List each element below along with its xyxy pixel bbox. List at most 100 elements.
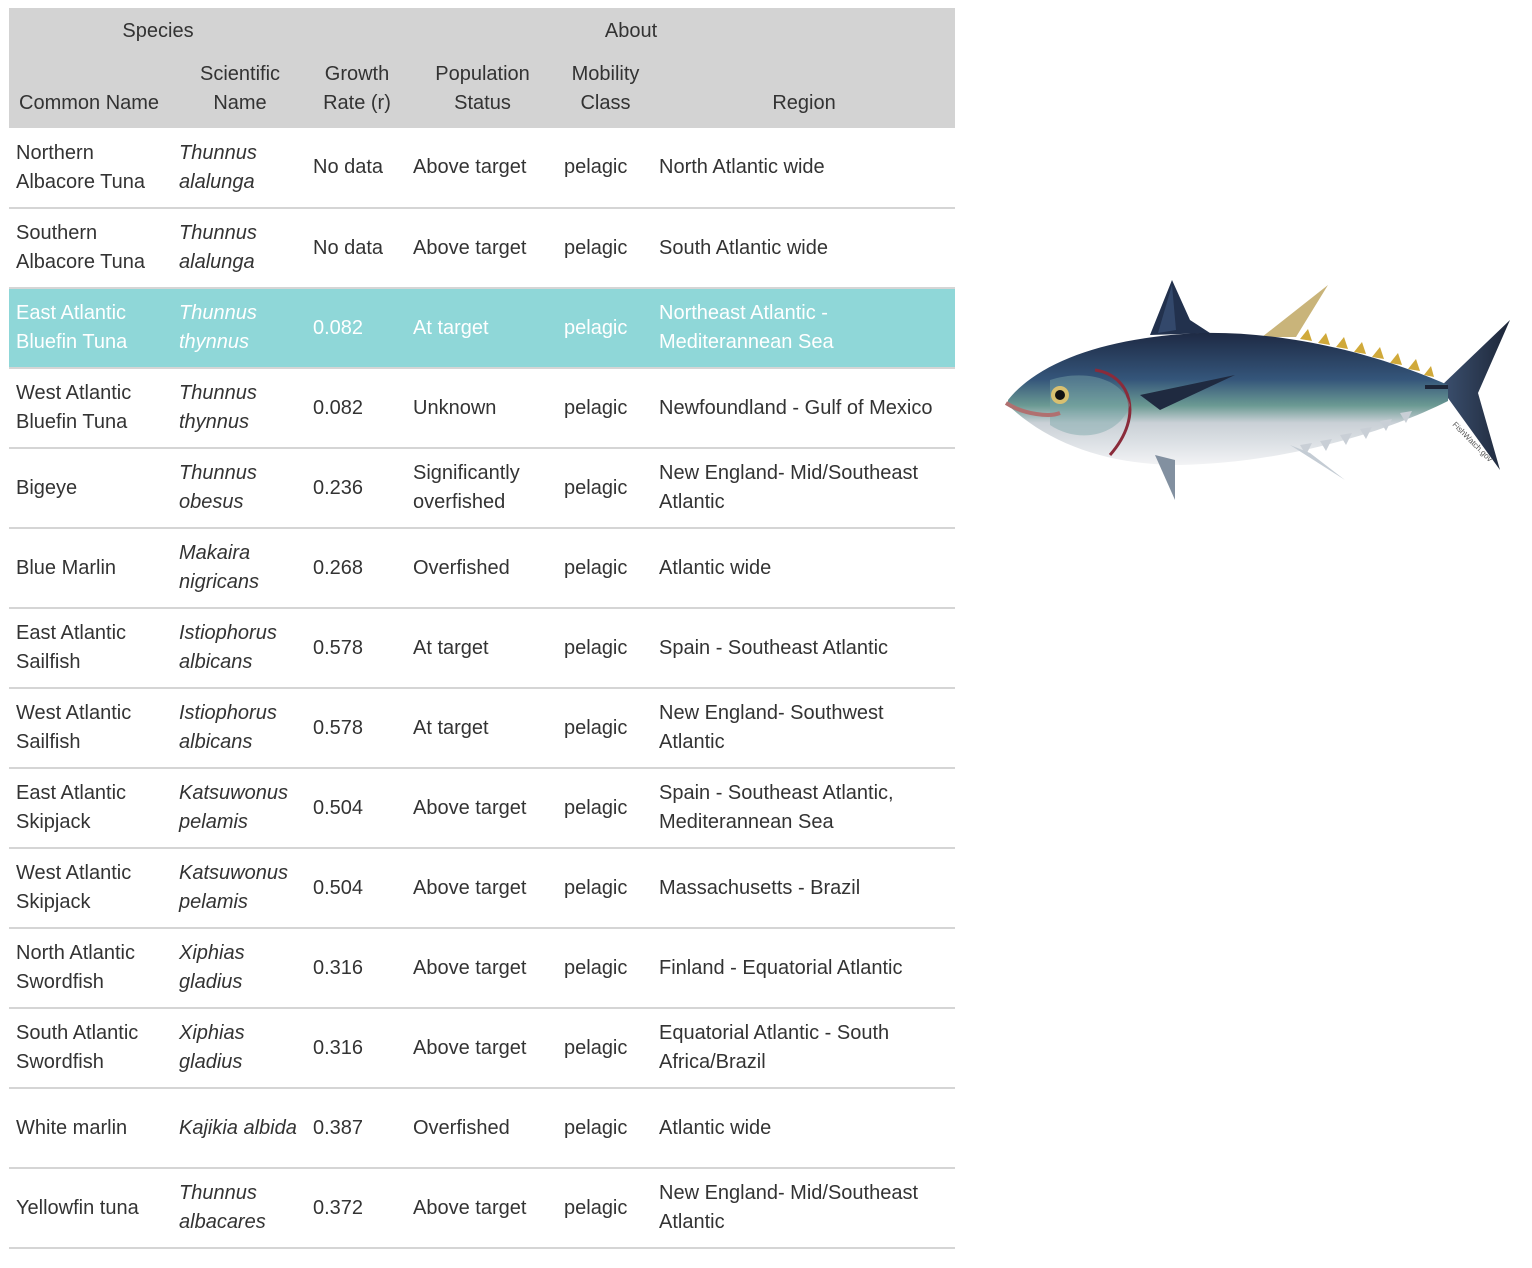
fish-illustration: FishWatch.gov [1000,275,1515,510]
mobility-class-cell: pelagic [558,368,653,449]
table-row[interactable]: White marlin Kajikia albida 0.387 Overfishe… [9,1088,956,1169]
scientific-name-cell: Thunnus alalunga [173,208,307,289]
species-table: Species About Common Name Scientific Nam… [9,8,956,1249]
mobility-class-cell: pelagic [558,688,653,769]
common-name-cell: East Atlantic Sailfish [9,608,173,689]
common-name-cell: Yellowfin tuna [9,1168,173,1249]
population-status-cell: Overfished [407,528,558,609]
scientific-name-cell: Makaira nigricans [173,528,307,609]
common-name-cell: Northern Albacore Tuna [9,128,173,209]
region-cell: South Atlantic wide [653,208,956,289]
growth-rate-cell: 0.387 [307,1088,407,1169]
population-status-cell: Overfished [407,1088,558,1169]
region-cell: Spain - Southeast Atlantic [653,608,956,689]
growth-rate-cell: 0.268 [307,528,407,609]
population-status-cell: Above target [407,1168,558,1249]
common-name-cell: South Atlantic Swordfish [9,1008,173,1089]
table-body: Northern Albacore Tuna Thunnus alalunga No… [9,128,956,1249]
region-cell: Atlantic wide [653,1088,956,1169]
common-name-cell: Bigeye [9,448,173,529]
mobility-class-cell: pelagic [558,288,653,369]
column-header-mobility-class[interactable]: Mobility Class [571,63,640,114]
mobility-class-cell: pelagic [558,928,653,1009]
table-row[interactable]: North Atlantic Swordfish Xiphias gladius 0… [9,928,956,1009]
group-header-species: Species [122,19,194,42]
common-name-cell: Southern Albacore Tuna [9,208,173,289]
mobility-class-cell: pelagic [558,848,653,929]
group-header-row: Species About [9,8,956,54]
common-name-cell: West Atlantic Sailfish [9,688,173,769]
table-row[interactable]: Bigeye Thunnus obesus 0.236 Significantly o… [9,448,956,529]
growth-rate-cell: 0.578 [307,688,407,769]
mobility-class-cell: pelagic [558,208,653,289]
mobility-class-cell: pelagic [558,528,653,609]
growth-rate-cell: 0.578 [307,608,407,689]
population-status-cell: Unknown [407,368,558,449]
scientific-name-cell: Thunnus thynnus [173,368,307,449]
table-row[interactable]: East Atlantic Sailfish Istiophorus albica… [9,608,956,689]
bluefin-tuna-illustration-icon: FishWatch.gov [1004,280,1510,500]
common-name-cell: White marlin [9,1088,173,1169]
column-header-scientific-name[interactable]: Scientific Name [199,63,281,114]
column-header-region[interactable]: Region [772,92,836,114]
region-cell: New England- Mid/Southeast Atlantic [653,1168,956,1249]
growth-rate-cell: No data [307,208,407,289]
scientific-name-cell: Thunnus albacares [173,1168,307,1249]
population-status-cell: Above target [407,928,558,1009]
region-cell: Atlantic wide [653,528,956,609]
population-status-cell: Above target [407,1008,558,1089]
mobility-class-cell: pelagic [558,448,653,529]
scientific-name-cell: Thunnus thynnus [173,288,307,369]
scientific-name-cell: Thunnus obesus [173,448,307,529]
population-status-cell: Above target [407,128,558,209]
scientific-name-cell: Thunnus alalunga [173,128,307,209]
region-cell: North Atlantic wide [653,128,956,209]
scientific-name-cell: Xiphias gladius [173,1008,307,1089]
table-row-selected[interactable]: East Atlantic Bluefin Tuna Thunnus thynnu… [9,288,956,369]
table-row[interactable]: Northern Albacore Tuna Thunnus alalunga No… [9,128,956,209]
growth-rate-cell: 0.372 [307,1168,407,1249]
group-header-about: About [604,19,658,42]
table-row[interactable]: Blue Marlin Makaira nigricans 0.268 Overfis… [9,528,956,609]
growth-rate-cell: 0.504 [307,848,407,929]
growth-rate-cell: 0.082 [307,288,407,369]
table-row[interactable]: West Atlantic Skipjack Katsuwonus pelamis… [9,848,956,929]
scientific-name-cell: Katsuwonus pelamis [173,848,307,929]
common-name-cell: East Atlantic Skipjack [9,768,173,849]
population-status-cell: At target [407,688,558,769]
table-header: Species About Common Name Scientific Nam… [9,8,956,128]
column-header-population-status[interactable]: Population Status [435,63,530,114]
growth-rate-cell: 0.316 [307,1008,407,1089]
region-cell: Spain - Southeast Atlantic, Mediterannea… [653,768,956,849]
population-status-cell: Above target [407,208,558,289]
table-row[interactable]: Yellowfin tuna Thunnus albacares 0.372 Abov… [9,1168,956,1249]
region-cell: New England- Southwest Atlantic [653,688,956,769]
common-name-cell: East Atlantic Bluefin Tuna [9,288,173,369]
scientific-name-cell: Xiphias gladius [173,928,307,1009]
mobility-class-cell: pelagic [558,608,653,689]
growth-rate-cell: 0.082 [307,368,407,449]
table-row[interactable]: West Atlantic Sailfish Istiophorus albica… [9,688,956,769]
growth-rate-cell: 0.236 [307,448,407,529]
population-status-cell: At target [407,288,558,369]
scientific-name-cell: Kajikia albida [173,1088,307,1169]
growth-rate-cell: 0.316 [307,928,407,1009]
common-name-cell: North Atlantic Swordfish [9,928,173,1009]
common-name-cell: Blue Marlin [9,528,173,609]
table-row[interactable]: West Atlantic Bluefin Tuna Thunnus thynnu… [9,368,956,449]
table-row[interactable]: Southern Albacore Tuna Thunnus alalunga No… [9,208,956,289]
mobility-class-cell: pelagic [558,128,653,209]
column-header-common-name[interactable]: Common Name [19,92,160,114]
scientific-name-cell: Istiophorus albicans [173,688,307,769]
table-row[interactable]: East Atlantic Skipjack Katsuwonus pelamis… [9,768,956,849]
population-status-cell: Above target [407,848,558,929]
region-cell: Massachusetts - Brazil [653,848,956,929]
column-header-row: Common Name Scientific Name Growth Rate … [9,54,956,128]
scientific-name-cell: Katsuwonus pelamis [173,768,307,849]
table-row[interactable]: South Atlantic Swordfish Xiphias gladius 0… [9,1008,956,1089]
species-table-container: Species About Common Name Scientific Nam… [9,8,956,1249]
mobility-class-cell: pelagic [558,1008,653,1089]
column-header-growth-rate[interactable]: Growth Rate (r) [323,63,391,114]
population-status-cell: At target [407,608,558,689]
common-name-cell: West Atlantic Skipjack [9,848,173,929]
